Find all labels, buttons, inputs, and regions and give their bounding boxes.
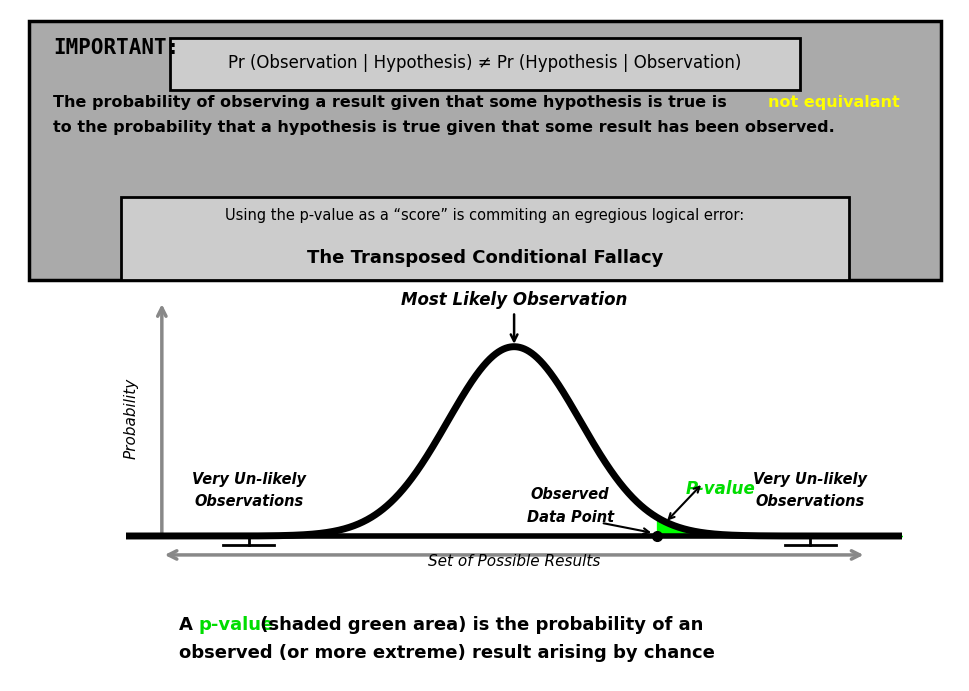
Text: observed (or more extreme) result arising by chance: observed (or more extreme) result arisin… <box>179 644 714 662</box>
Text: Observations: Observations <box>755 495 864 509</box>
Text: Very Un-likely: Very Un-likely <box>192 472 305 486</box>
Text: IMPORTANT:: IMPORTANT: <box>53 38 179 58</box>
Text: A: A <box>179 616 200 634</box>
Text: Most Likely Observation: Most Likely Observation <box>400 291 627 341</box>
Text: not equivalant: not equivalant <box>767 95 899 111</box>
Text: Pr (Observation | Hypothesis) ≠ Pr (Hypothesis | Observation): Pr (Observation | Hypothesis) ≠ Pr (Hypo… <box>228 54 741 73</box>
Text: Observations: Observations <box>194 495 303 509</box>
Text: Using the p-value as a “score” is commiting an egregious logical error:: Using the p-value as a “score” is commit… <box>225 208 744 223</box>
Text: Very Un-likely: Very Un-likely <box>753 472 866 486</box>
Text: to the probability that a hypothesis is true given that some result has been obs: to the probability that a hypothesis is … <box>53 120 834 135</box>
Text: The probability of observing a result given that some hypothesis is true is: The probability of observing a result gi… <box>53 95 732 111</box>
Text: p-value: p-value <box>199 616 274 634</box>
Text: (shaded green area) is the probability of an: (shaded green area) is the probability o… <box>254 616 703 634</box>
Text: Observed: Observed <box>530 487 609 502</box>
Text: The Transposed Conditional Fallacy: The Transposed Conditional Fallacy <box>306 249 663 267</box>
Text: Data Point: Data Point <box>526 509 613 524</box>
Text: Probability: Probability <box>124 378 139 460</box>
Text: Set of Possible Results: Set of Possible Results <box>427 554 600 569</box>
Text: P-value: P-value <box>685 480 755 498</box>
